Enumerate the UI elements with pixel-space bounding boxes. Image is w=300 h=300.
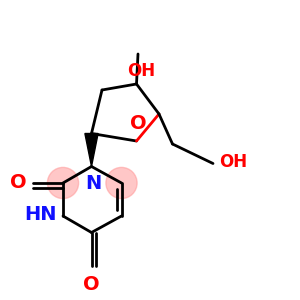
Text: HN: HN	[25, 205, 57, 224]
Text: OH: OH	[219, 153, 247, 171]
Text: O: O	[83, 274, 100, 293]
Circle shape	[106, 167, 137, 199]
Text: O: O	[11, 173, 27, 193]
Text: OH: OH	[127, 61, 155, 80]
Text: N: N	[85, 174, 101, 193]
Circle shape	[47, 167, 79, 199]
Polygon shape	[85, 134, 98, 166]
Text: O: O	[130, 115, 146, 134]
